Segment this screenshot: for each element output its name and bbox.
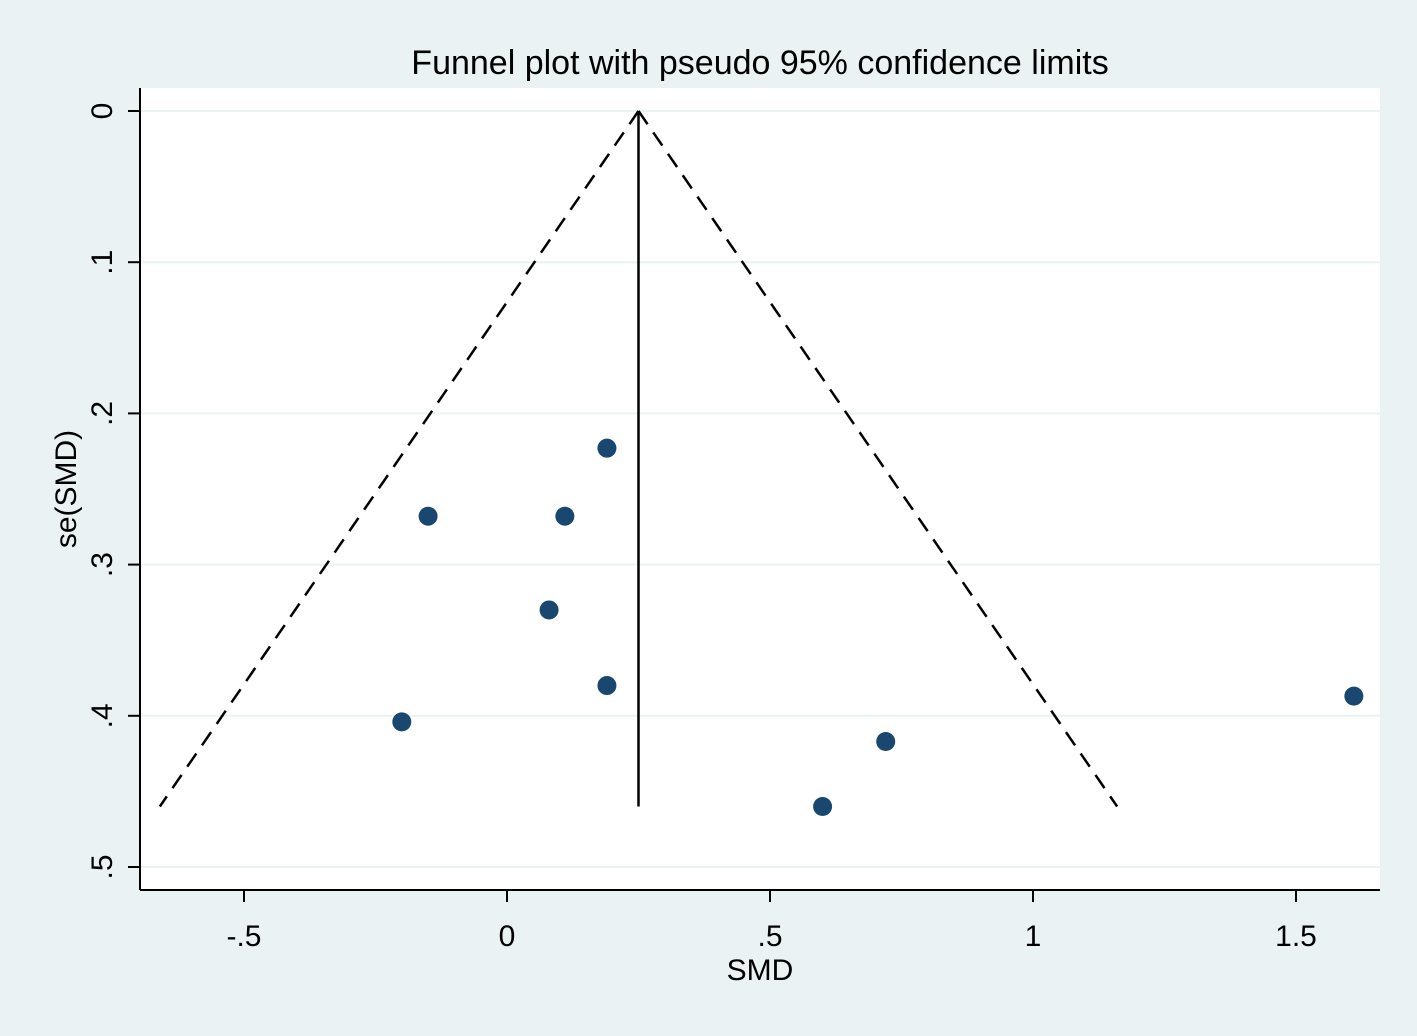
x-axis-label: SMD [727,954,794,987]
x-tick-label-2: .5 [757,920,782,953]
y-tick-label-5: .5 [86,854,119,879]
funnel-left-limit [158,110,640,808]
x-tick-label-1: 0 [499,920,516,953]
study-point-3 [539,600,559,620]
y-axis-ticks: 0 .1 .2 .3 .4 .5 [86,103,140,880]
x-tick-label-4: 1.5 [1275,920,1317,953]
confidence-funnel [158,110,1119,808]
study-point-2 [555,506,575,526]
study-point-4 [597,676,617,696]
gridlines [140,110,1380,868]
study-point-6 [813,797,833,817]
y-tick-label-2: .2 [86,401,119,426]
x-tick-label-3: 1 [1025,920,1042,953]
y-tick-label-1: .1 [86,250,119,275]
y-axis-label: se(SMD) [50,430,83,548]
study-point-1 [418,506,438,526]
plot-area [140,88,1380,890]
y-tick-label-3: .3 [86,552,119,577]
x-axis-ticks: -.5 0 .5 1 1.5 [226,890,1317,953]
study-points [392,438,1364,817]
y-tick-label-0: 0 [86,103,119,120]
axes [139,88,1380,891]
x-tick-label-0: -.5 [226,920,261,953]
study-point-0 [597,438,617,458]
study-point-8 [1344,686,1364,706]
chart-title: Funnel plot with pseudo 95% confidence l… [411,44,1108,82]
y-tick-label-4: .4 [86,703,119,728]
study-point-7 [876,732,896,752]
study-point-5 [392,712,412,732]
funnel-right-limit [637,110,1119,808]
